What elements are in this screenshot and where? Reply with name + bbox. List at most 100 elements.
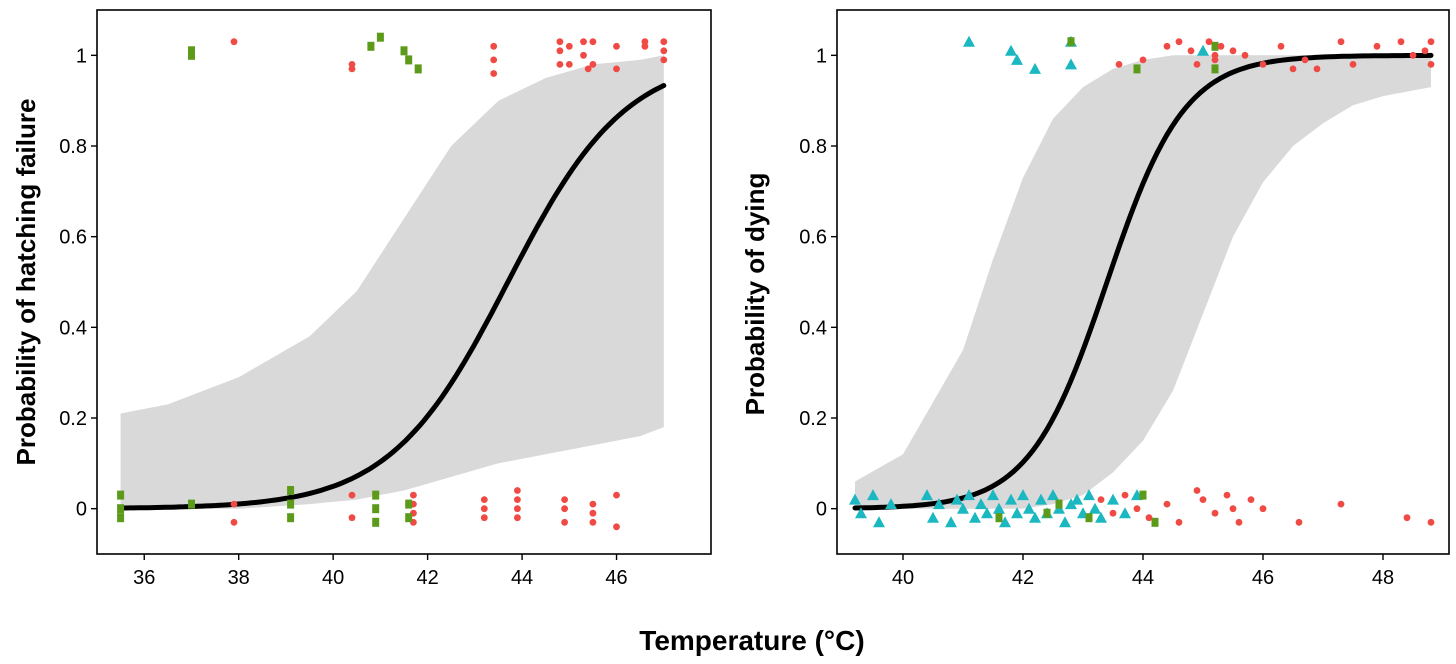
data-point: [561, 505, 568, 513]
data-point: [927, 511, 939, 523]
x-tick-label: 44: [1132, 567, 1154, 589]
y-axis-title-right: Probability of dying: [740, 173, 770, 416]
data-point: [1337, 500, 1345, 508]
data-point: [1109, 509, 1117, 517]
data-point: [514, 514, 521, 522]
data-point: [1139, 490, 1147, 500]
data-point: [999, 516, 1011, 528]
data-point: [1259, 61, 1267, 68]
data-point: [514, 505, 521, 513]
data-point: [1059, 516, 1071, 528]
data-point: [1427, 61, 1435, 68]
data-point: [1083, 489, 1095, 501]
data-point: [1397, 38, 1405, 46]
y-ticks-right: 0 0.2 0.4 0.6 0.8 1: [799, 45, 837, 521]
data-point: [1089, 502, 1101, 514]
x-tick-label: 40: [322, 567, 344, 589]
data-point: [613, 523, 620, 531]
data-point: [584, 65, 592, 73]
data-point: [1197, 44, 1209, 56]
data-point: [1107, 493, 1119, 505]
data-point: [1067, 37, 1075, 47]
y-tick-label: 0.8: [799, 136, 827, 158]
data-point: [981, 507, 993, 519]
data-point: [1029, 62, 1041, 74]
confidence-band-right: [855, 55, 1431, 509]
data-point: [117, 513, 125, 523]
data-point: [1119, 507, 1131, 519]
data-point: [641, 42, 649, 50]
y-tick-label: 1: [816, 45, 827, 67]
y-tick-label: 0.6: [59, 227, 87, 249]
data-point: [561, 496, 568, 503]
data-point: [580, 51, 587, 59]
data-point: [995, 513, 1003, 523]
data-point: [993, 502, 1005, 514]
data-point: [1277, 42, 1285, 50]
data-point: [873, 516, 885, 528]
data-point: [230, 518, 238, 526]
data-point: [480, 496, 488, 503]
data-point: [1211, 41, 1219, 51]
data-point: [1055, 499, 1063, 509]
data-point: [348, 514, 356, 522]
data-point: [1199, 496, 1207, 503]
data-point: [348, 65, 356, 73]
data-point: [951, 493, 963, 505]
fit-curve-right: [852, 52, 1434, 511]
data-point: [969, 511, 981, 523]
data-point: [230, 38, 238, 46]
data-point: [405, 55, 413, 65]
data-point: [1035, 493, 1047, 505]
data-point: [1023, 502, 1035, 514]
data-point: [372, 504, 380, 514]
data-point: [1211, 56, 1219, 64]
data-point: [1313, 65, 1321, 73]
data-point: [613, 491, 620, 499]
data-point: [1139, 56, 1147, 64]
data-point: [580, 38, 587, 46]
data-point: [589, 518, 597, 526]
data-point: [1295, 518, 1303, 526]
data-point: [589, 509, 597, 517]
data-point: [410, 491, 417, 499]
data-point: [1029, 511, 1041, 523]
data-point: [589, 38, 597, 46]
data-point: [1223, 491, 1231, 499]
data-point: [556, 61, 564, 68]
data-point: [372, 490, 380, 500]
data-point: [1133, 505, 1141, 513]
data-point: [963, 489, 975, 501]
data-point: [1011, 53, 1023, 65]
data-point: [514, 487, 521, 494]
x-tick-label: 42: [416, 567, 438, 589]
data-point: [1065, 498, 1077, 510]
y-tick-label: 0.4: [799, 317, 827, 339]
data-point: [1115, 61, 1123, 68]
data-point: [933, 498, 945, 510]
data-point: [1005, 493, 1017, 505]
y-tick-label: 1: [76, 45, 87, 67]
data-point: [188, 499, 195, 509]
data-point: [1337, 38, 1345, 46]
data-point: [1043, 508, 1051, 518]
data-point: [1187, 47, 1195, 55]
data-point: [1235, 518, 1243, 526]
x-tick-label: 40: [892, 567, 914, 589]
data-point: [1193, 61, 1201, 68]
data-point: [1017, 489, 1029, 501]
data-point: [372, 517, 380, 527]
fit-curve-line: [118, 83, 667, 511]
data-point: [565, 42, 573, 50]
x-tick-label: 44: [511, 567, 533, 589]
panel-right: 40 42 44 46 48 0 0.2 0.4 0.6 0.8 1 Probability of…: [740, 9, 1450, 589]
data-point: [867, 489, 879, 501]
data-point: [660, 56, 668, 64]
data-point: [367, 41, 375, 51]
data-point: [348, 491, 356, 499]
points-left: [117, 32, 668, 531]
data-point: [1403, 514, 1411, 522]
x-tick-label: 38: [228, 567, 250, 589]
confidence-band-area: [120, 55, 664, 509]
data-point: [117, 490, 125, 500]
